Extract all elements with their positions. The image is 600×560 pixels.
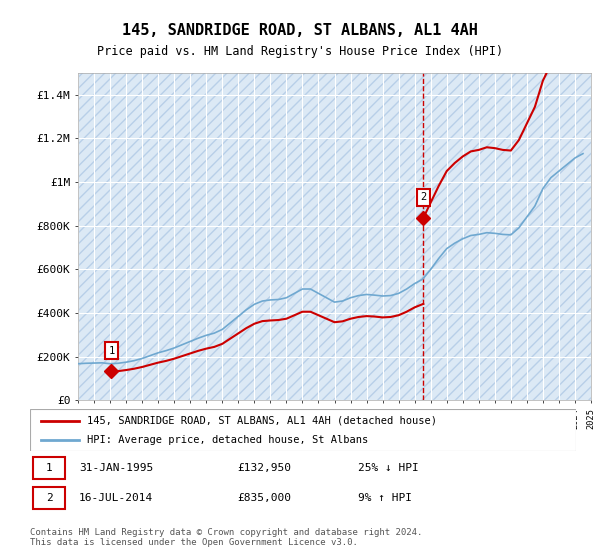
FancyBboxPatch shape <box>30 409 576 451</box>
Text: 1: 1 <box>108 346 115 356</box>
Text: 16-JUL-2014: 16-JUL-2014 <box>79 493 154 503</box>
Text: £132,950: £132,950 <box>238 463 292 473</box>
FancyBboxPatch shape <box>33 456 65 479</box>
Text: 145, SANDRIDGE ROAD, ST ALBANS, AL1 4AH (detached house): 145, SANDRIDGE ROAD, ST ALBANS, AL1 4AH … <box>88 416 437 426</box>
Text: Price paid vs. HM Land Registry's House Price Index (HPI): Price paid vs. HM Land Registry's House … <box>97 45 503 58</box>
Text: £835,000: £835,000 <box>238 493 292 503</box>
Text: 25% ↓ HPI: 25% ↓ HPI <box>358 463 418 473</box>
Text: 2: 2 <box>420 192 427 202</box>
Text: 1: 1 <box>46 463 52 473</box>
Text: 2: 2 <box>46 493 52 503</box>
Text: 31-JAN-1995: 31-JAN-1995 <box>79 463 154 473</box>
FancyBboxPatch shape <box>33 487 65 510</box>
Text: HPI: Average price, detached house, St Albans: HPI: Average price, detached house, St A… <box>88 435 368 445</box>
Text: 9% ↑ HPI: 9% ↑ HPI <box>358 493 412 503</box>
Text: 145, SANDRIDGE ROAD, ST ALBANS, AL1 4AH: 145, SANDRIDGE ROAD, ST ALBANS, AL1 4AH <box>122 24 478 38</box>
Text: Contains HM Land Registry data © Crown copyright and database right 2024.
This d: Contains HM Land Registry data © Crown c… <box>30 528 422 547</box>
